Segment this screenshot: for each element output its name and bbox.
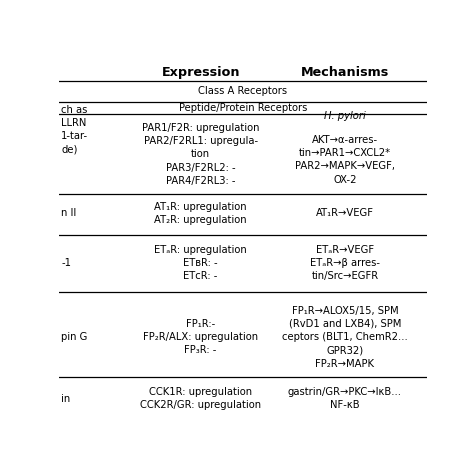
Text: FP₁R:-
FP₂R/ALX: upregulation
FP₃R: -: FP₁R:- FP₂R/ALX: upregulation FP₃R: - [143, 319, 258, 356]
Text: AT₁R: upregulation
AT₂R: upregulation: AT₁R: upregulation AT₂R: upregulation [155, 202, 247, 225]
Text: Expression: Expression [162, 66, 240, 79]
Text: PAR1/F2R: upregulation
PAR2/F2RL1: upregula-
tion
PAR3/F2RL2: -
PAR4/F2RL3: -: PAR1/F2R: upregulation PAR2/F2RL1: upreg… [142, 123, 259, 186]
Text: pin G: pin G [61, 332, 88, 342]
Text: ETₐR→VEGF
ETₐR→β arres-
tin/Src→EGFR: ETₐR→VEGF ETₐR→β arres- tin/Src→EGFR [310, 245, 380, 281]
Text: ETₐR: upregulation
ETʙR: -
ETᴄR: -: ETₐR: upregulation ETʙR: - ETᴄR: - [155, 245, 247, 281]
Text: in: in [61, 394, 70, 404]
Text: Class A Receptors: Class A Receptors [198, 86, 288, 96]
Text: -1: -1 [61, 258, 71, 268]
Text: AKT→α-arres-
tin→PAR1→CXCL2*
PAR2→MAPK→VEGF,
OX-2: AKT→α-arres- tin→PAR1→CXCL2* PAR2→MAPK→V… [295, 135, 395, 184]
Text: n II: n II [61, 209, 76, 219]
Text: CCK1R: upregulation
CCK2R/GR: upregulation: CCK1R: upregulation CCK2R/GR: upregulati… [140, 387, 261, 410]
Text: Mechanisms: Mechanisms [301, 66, 389, 79]
Text: H. pylori: H. pylori [324, 111, 366, 121]
Text: FP₁R→ALOX5/15, SPM
(RvD1 and LXB4), SPM
ceptors (BLT1, ChemR2...
GPR32)
FP₂R→MAP: FP₁R→ALOX5/15, SPM (RvD1 and LXB4), SPM … [282, 306, 408, 369]
Text: AT₁R→VEGF: AT₁R→VEGF [316, 209, 374, 219]
Text: ch as
LLRN
1-tar-
de): ch as LLRN 1-tar- de) [61, 105, 88, 155]
Text: gastrin/GR→PKC→IκB...
NF-κB: gastrin/GR→PKC→IκB... NF-κB [288, 387, 402, 410]
Text: Peptide/Protein Receptors: Peptide/Protein Receptors [179, 103, 307, 113]
